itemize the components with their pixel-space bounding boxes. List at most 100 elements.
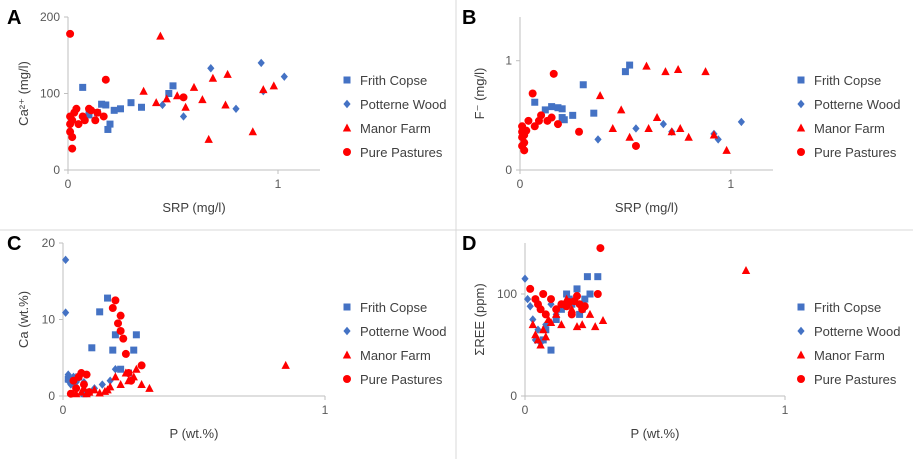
data-point bbox=[127, 99, 135, 107]
panel-label: B bbox=[462, 7, 476, 29]
data-point bbox=[579, 81, 587, 89]
data-point bbox=[539, 290, 548, 298]
data-point bbox=[552, 305, 561, 314]
legend-entry: Manor Farm bbox=[360, 348, 431, 363]
data-point bbox=[62, 308, 70, 317]
data-point bbox=[72, 104, 81, 113]
legend-marker-triangle bbox=[342, 350, 352, 359]
data-point bbox=[526, 302, 534, 311]
x-axis-label: P (wt.%) bbox=[631, 426, 680, 441]
legend-entry: Frith Copse bbox=[360, 300, 427, 315]
legend-marker-circle bbox=[797, 375, 805, 383]
data-point bbox=[667, 127, 676, 136]
data-point bbox=[714, 135, 722, 144]
panel-label: A bbox=[7, 7, 21, 29]
data-point bbox=[541, 332, 550, 341]
data-point bbox=[130, 346, 138, 354]
series-frith-copse bbox=[531, 61, 634, 124]
data-point bbox=[114, 319, 123, 328]
data-point bbox=[608, 123, 617, 132]
data-point bbox=[524, 294, 532, 304]
data-point bbox=[567, 304, 576, 313]
data-point bbox=[116, 311, 125, 320]
data-point bbox=[117, 365, 125, 373]
data-point bbox=[208, 73, 218, 82]
legend-marker-triangle bbox=[342, 123, 352, 132]
data-point bbox=[625, 132, 634, 141]
data-point bbox=[741, 266, 751, 275]
data-point bbox=[207, 64, 215, 73]
data-point bbox=[181, 102, 190, 111]
data-point bbox=[553, 120, 562, 129]
data-point bbox=[232, 104, 240, 113]
legend-marker-diamond bbox=[343, 326, 351, 336]
data-point bbox=[106, 376, 114, 385]
data-point bbox=[676, 123, 685, 132]
legend-marker-triangle bbox=[796, 350, 806, 359]
data-point bbox=[66, 389, 75, 398]
data-point bbox=[528, 320, 537, 329]
legend-marker-circle bbox=[343, 375, 351, 383]
y-axis-label: Ca²⁺ (mg/l) bbox=[16, 61, 31, 126]
data-point bbox=[145, 383, 154, 392]
legend-marker-triangle bbox=[796, 123, 806, 132]
data-point bbox=[137, 380, 146, 389]
data-point bbox=[79, 83, 87, 91]
data-point bbox=[111, 331, 119, 339]
data-point bbox=[560, 116, 568, 124]
data-point bbox=[547, 113, 556, 122]
data-point bbox=[558, 105, 566, 113]
data-point bbox=[554, 104, 562, 112]
x-axis-label: P (wt.%) bbox=[170, 426, 219, 441]
data-point bbox=[257, 58, 265, 68]
data-point bbox=[591, 322, 600, 331]
data-point bbox=[102, 101, 110, 109]
legend-entry: Pure Pastures bbox=[360, 372, 443, 387]
data-point bbox=[531, 330, 540, 339]
data-point bbox=[531, 98, 539, 106]
series-potterne-wood bbox=[158, 58, 288, 121]
data-point bbox=[281, 360, 290, 369]
data-point bbox=[581, 295, 589, 303]
data-point bbox=[557, 320, 566, 329]
data-point bbox=[99, 112, 108, 121]
y-axis-label: ΣREE (ppm) bbox=[472, 283, 487, 355]
data-point bbox=[132, 364, 141, 373]
data-point bbox=[248, 127, 257, 136]
data-point bbox=[66, 29, 75, 38]
data-point bbox=[165, 90, 173, 97]
y-tick-label: 0 bbox=[505, 163, 512, 177]
data-point bbox=[547, 346, 555, 354]
data-point bbox=[542, 320, 550, 329]
y-tick-label: 0 bbox=[48, 389, 55, 403]
data-point bbox=[590, 109, 598, 117]
data-point bbox=[179, 112, 188, 121]
legend-marker-diamond bbox=[343, 99, 351, 109]
x-tick-label: 0 bbox=[60, 403, 67, 417]
legend-marker-square bbox=[343, 76, 351, 84]
data-point bbox=[575, 127, 584, 136]
data-point bbox=[539, 325, 548, 334]
data-point bbox=[573, 292, 581, 301]
data-point bbox=[594, 135, 602, 144]
legend-entry: Manor Farm bbox=[360, 121, 431, 136]
legend-entry: Manor Farm bbox=[814, 121, 885, 136]
data-point bbox=[593, 290, 602, 298]
data-point bbox=[596, 244, 605, 253]
data-point bbox=[547, 295, 555, 304]
data-point bbox=[88, 344, 96, 352]
data-point bbox=[101, 75, 110, 84]
data-point bbox=[626, 61, 634, 69]
x-tick-label: 1 bbox=[727, 177, 734, 191]
data-point bbox=[573, 285, 581, 293]
data-point bbox=[79, 380, 88, 389]
legend-entry: Potterne Wood bbox=[360, 97, 446, 112]
data-point bbox=[524, 116, 533, 125]
data-point bbox=[109, 346, 117, 354]
data-point bbox=[106, 120, 114, 128]
legend-entry: Manor Farm bbox=[814, 348, 885, 363]
data-point bbox=[684, 132, 693, 141]
data-point bbox=[536, 305, 545, 314]
y-tick-label: 100 bbox=[40, 87, 60, 101]
